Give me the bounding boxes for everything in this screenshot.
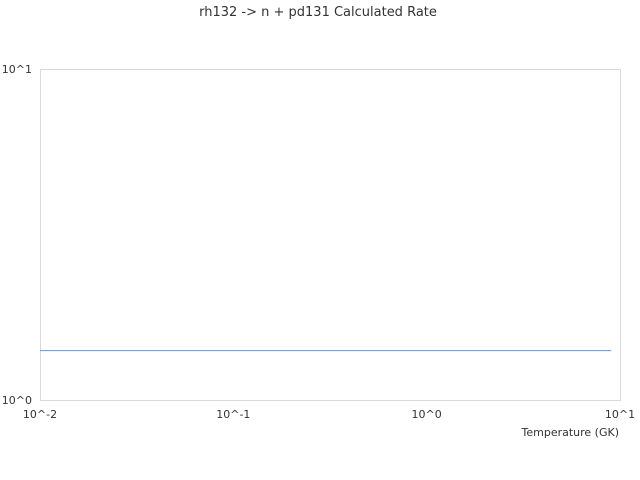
y-tick-label: 10^1 bbox=[2, 63, 32, 76]
x-tick-label: 10^0 bbox=[412, 408, 442, 421]
plot-area bbox=[40, 69, 621, 401]
x-tick-label: 10^-1 bbox=[216, 408, 250, 421]
x-axis-label: Temperature (GK) bbox=[521, 426, 620, 439]
x-tick-label: 10^-2 bbox=[23, 408, 57, 421]
y-tick-label: 10^0 bbox=[2, 394, 32, 407]
x-tick-label: 10^1 bbox=[605, 408, 635, 421]
chart-title: rh132 -> n + pd131 Calculated Rate bbox=[199, 5, 437, 20]
